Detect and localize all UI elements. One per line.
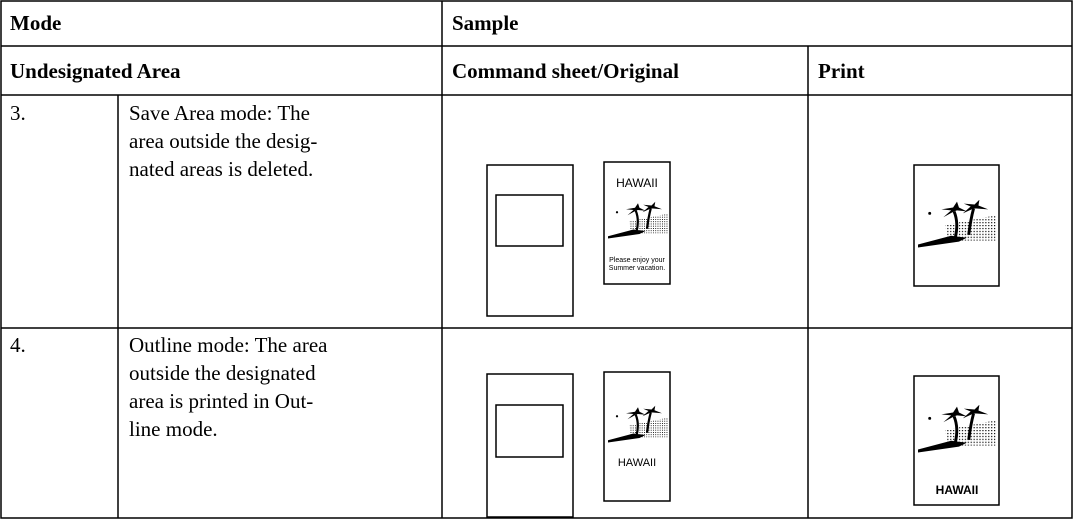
command-sheet — [486, 164, 574, 317]
header-cell: Mode — [10, 11, 61, 35]
subheader-cell: Print — [818, 59, 865, 83]
illustration-text: HAWAII — [936, 483, 979, 497]
illustration-text: HAWAII — [618, 457, 656, 469]
row-number: 3. — [10, 101, 26, 125]
header-cell: Sample — [452, 11, 519, 35]
print-sheet — [913, 164, 1000, 287]
subheader-cell: Command sheet/Original — [452, 59, 679, 83]
description-line: Save Area mode: The — [129, 101, 310, 125]
description-line: Outline mode: The area — [129, 333, 328, 357]
command-sheet — [486, 373, 574, 518]
row-number: 4. — [10, 333, 26, 357]
illustration-text: Summer vacation. — [609, 265, 665, 272]
subheader-cell: Undesignated Area — [10, 59, 181, 83]
description-line: area outside the desig- — [129, 129, 317, 153]
description-line: area is printed in Out- — [129, 389, 313, 413]
description-line: line mode. — [129, 417, 218, 441]
description-line: nated areas is deleted. — [129, 157, 313, 181]
print-sheet: HAWAII — [913, 375, 1000, 506]
original-sheet: HAWAII Please enjoy your Summer vacation… — [603, 161, 671, 285]
illustration-text: Please enjoy your — [609, 257, 665, 264]
description-line: outside the designated — [129, 361, 316, 385]
original-sheet: HAWAII — [603, 371, 671, 502]
illustration-text: HAWAII — [616, 176, 658, 190]
